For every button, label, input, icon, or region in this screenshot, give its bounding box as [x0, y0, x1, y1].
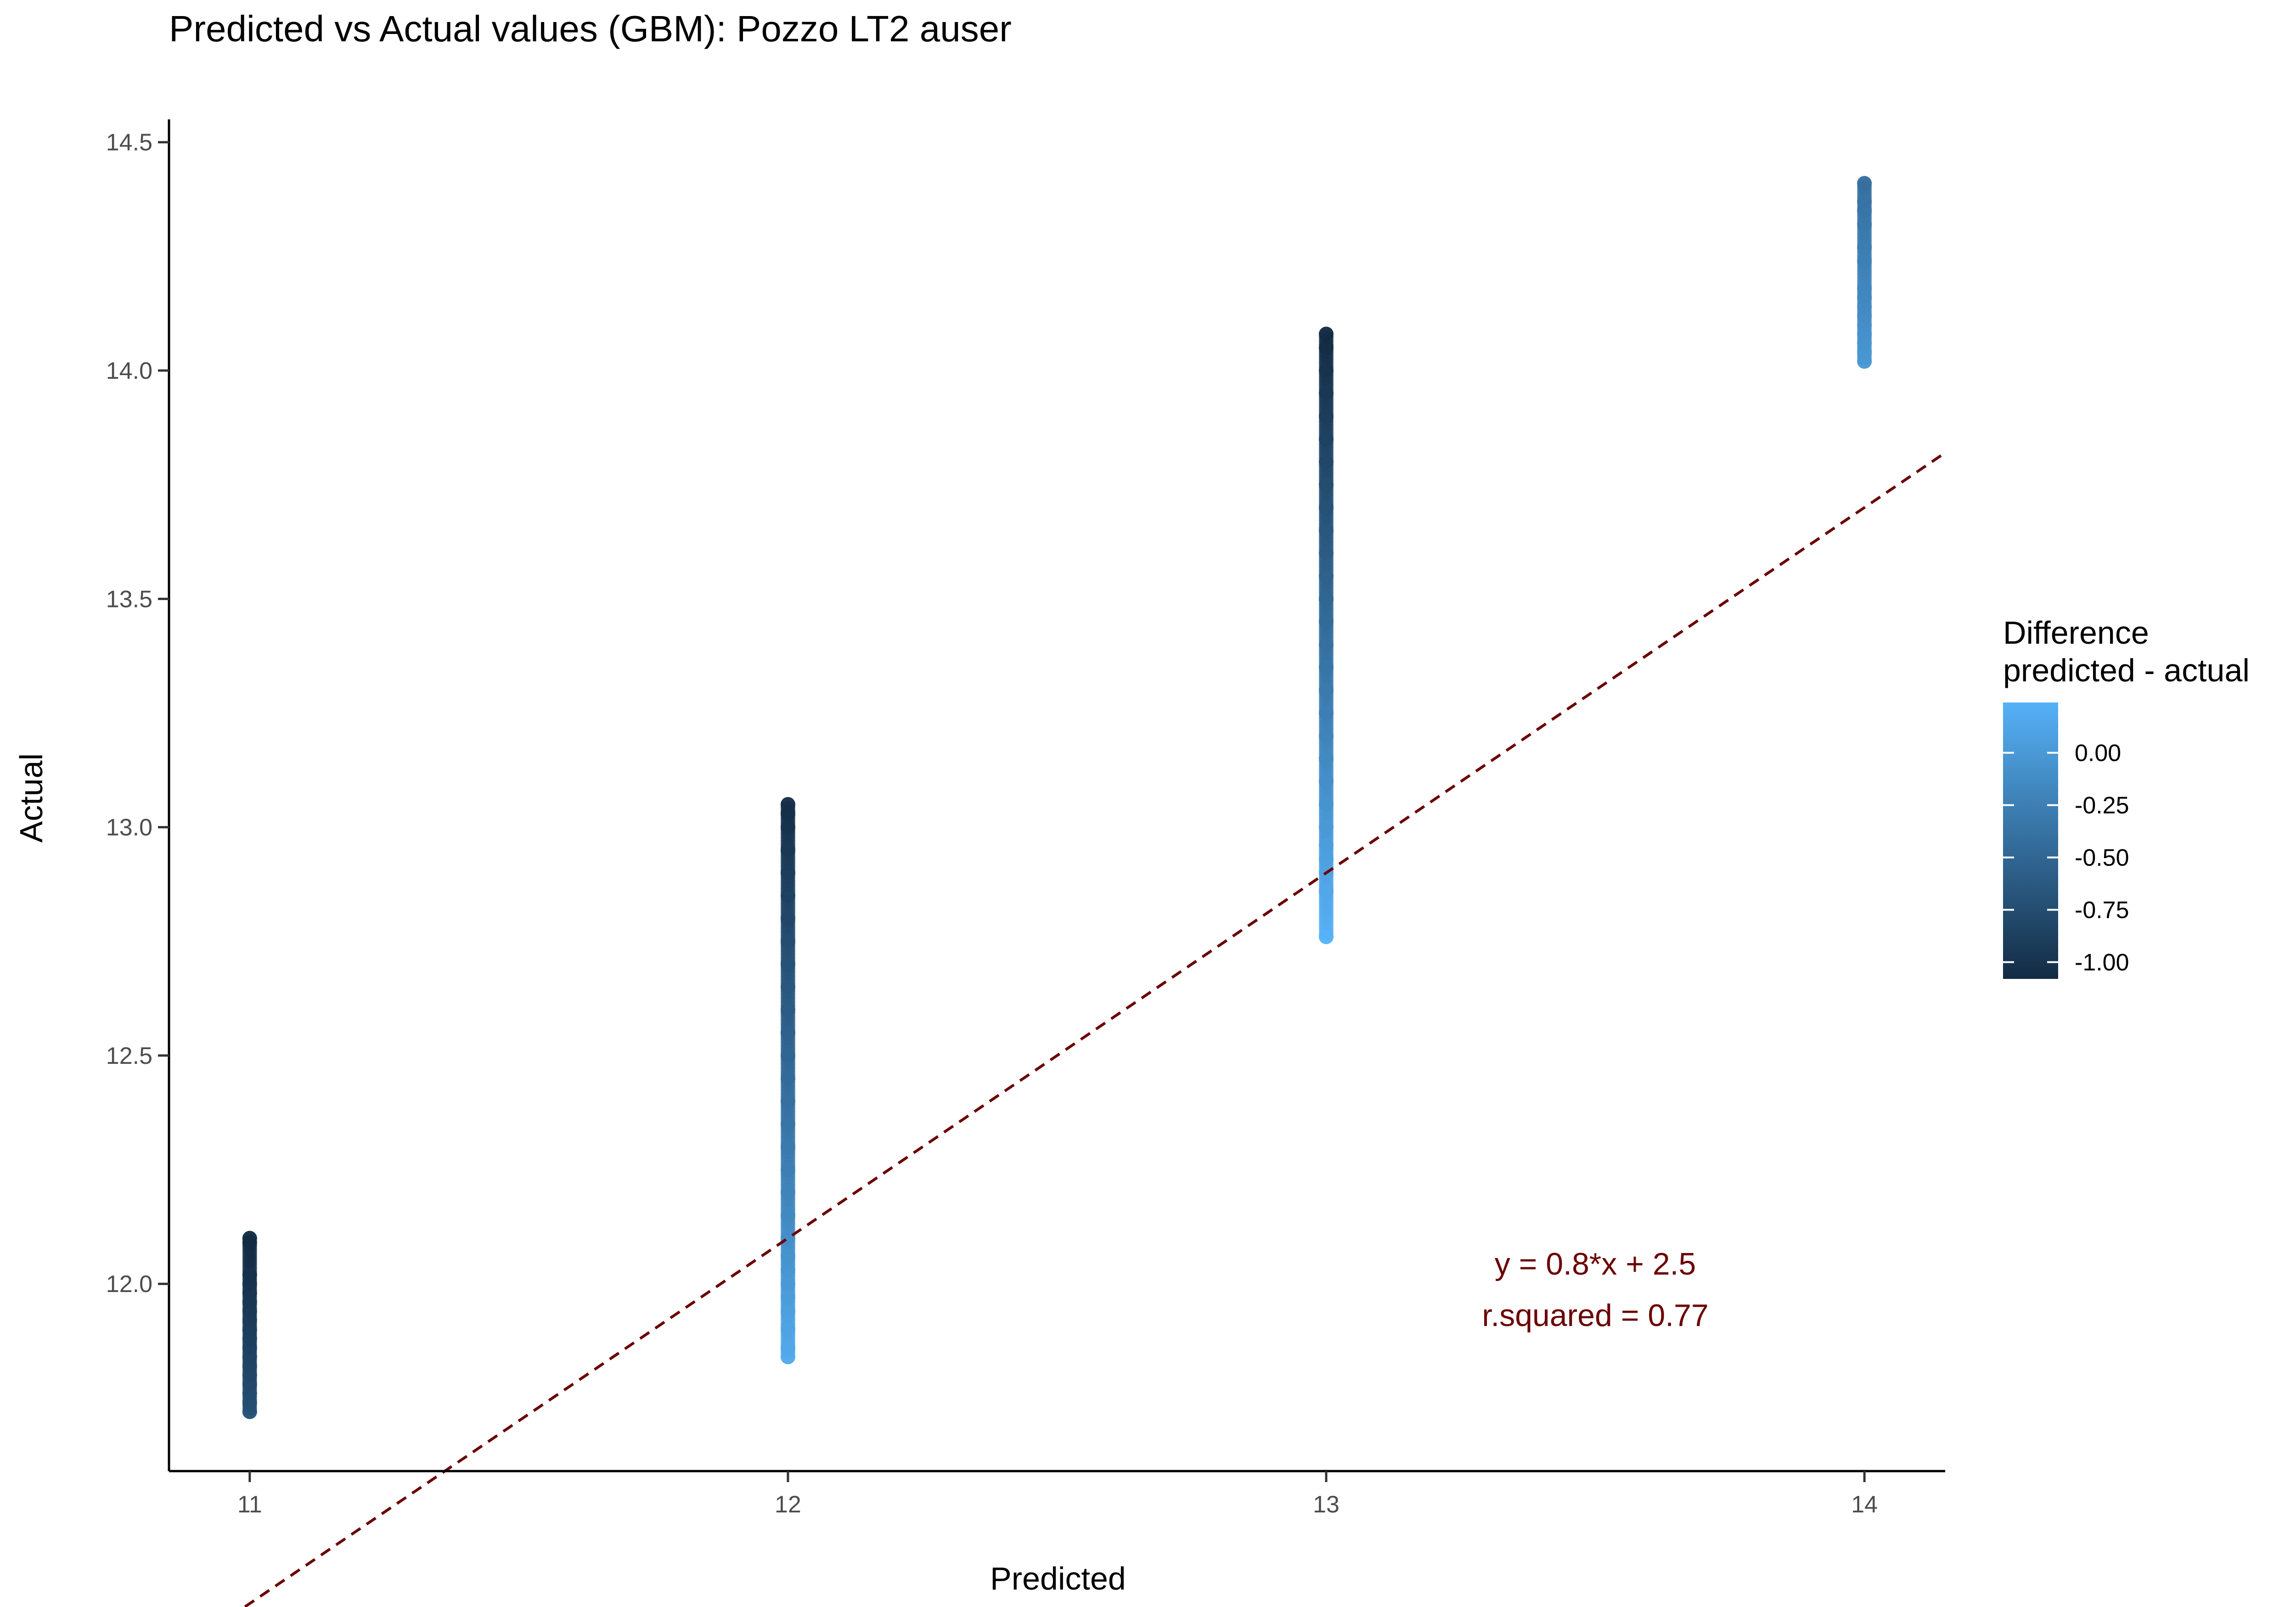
data-point	[780, 1322, 795, 1337]
legend-tick-label: -1.00	[2075, 950, 2129, 976]
data-point	[780, 1276, 795, 1292]
data-point	[780, 865, 795, 881]
data-point	[1857, 240, 1872, 255]
data-point	[1319, 883, 1334, 899]
data-point	[780, 1304, 795, 1319]
regression-annotation: y = 0.8*x + 2.5 r.squared = 0.77	[1482, 1247, 1708, 1333]
data-point	[780, 1094, 795, 1109]
data-point	[1319, 660, 1334, 675]
data-point	[1857, 253, 1872, 269]
data-point	[1319, 409, 1334, 424]
data-point	[780, 797, 795, 812]
data-point	[780, 911, 795, 926]
legend-tick-label: -0.25	[2075, 792, 2129, 819]
fit-line-group	[242, 451, 1946, 1607]
data-point	[242, 1267, 257, 1282]
data-point	[1319, 838, 1334, 853]
data-point	[1319, 545, 1334, 561]
data-point	[1319, 614, 1334, 629]
data-point	[780, 1071, 795, 1086]
fit-line	[242, 451, 1946, 1607]
data-point	[1319, 326, 1334, 342]
data-point	[1319, 683, 1334, 698]
data-point	[1319, 820, 1334, 835]
data-point	[780, 1002, 795, 1017]
data-point	[780, 1208, 795, 1223]
data-point	[1319, 454, 1334, 469]
y-tick-label: 14.0	[106, 358, 152, 384]
data-point	[242, 1231, 257, 1246]
axes: 11 12 13 14 12.0 12.5 13.0 13.5 14.0 14.5	[106, 119, 1945, 1518]
data-point	[780, 1249, 795, 1264]
data-point	[780, 1048, 795, 1063]
data-point	[780, 957, 795, 972]
data-point	[780, 979, 795, 995]
data-point	[780, 1185, 795, 1200]
data-point	[1319, 797, 1334, 812]
data-points	[242, 176, 1872, 1419]
data-point	[1319, 340, 1334, 355]
data-point	[1319, 363, 1334, 378]
legend-tick-label: 0.00	[2075, 740, 2121, 766]
data-point	[1319, 591, 1334, 607]
data-point	[780, 1162, 795, 1177]
data-point	[1319, 929, 1334, 944]
x-tick-label: 14	[1851, 1491, 1878, 1518]
chart-title: Predicted vs Actual values (GBM): Pozzo …	[169, 8, 1012, 49]
data-point	[1319, 852, 1334, 867]
x-tick-label: 13	[1313, 1491, 1339, 1518]
data-point	[780, 1290, 795, 1305]
x-tick-label: 12	[775, 1491, 801, 1518]
legend-title-line: predicted - actual	[2003, 652, 2250, 688]
data-point	[780, 1340, 795, 1355]
y-tick-label: 12.5	[106, 1043, 152, 1069]
data-point	[1319, 432, 1334, 447]
data-point	[780, 820, 795, 835]
data-point	[780, 1139, 795, 1154]
data-point	[1319, 477, 1334, 492]
data-point	[780, 843, 795, 858]
data-point	[1319, 728, 1334, 743]
data-point	[1319, 500, 1334, 515]
data-point	[1857, 281, 1872, 296]
data-point	[780, 1117, 795, 1132]
y-tick-label: 12.0	[106, 1271, 152, 1298]
y-tick-label: 13.5	[106, 586, 152, 612]
legend-colorbar	[2003, 702, 2058, 979]
x-axis-label: Predicted	[990, 1561, 1126, 1596]
data-point	[780, 1025, 795, 1040]
data-point	[1319, 705, 1334, 720]
data-point	[1857, 176, 1872, 191]
data-point	[1319, 774, 1334, 789]
data-point	[1319, 523, 1334, 538]
annotation-line: r.squared = 0.77	[1482, 1298, 1708, 1333]
legend-tick-label: -0.50	[2075, 844, 2129, 871]
annotation-line: y = 0.8*x + 2.5	[1495, 1247, 1696, 1281]
data-point	[1857, 217, 1872, 232]
y-axis-label: Actual	[13, 753, 49, 843]
data-point	[780, 934, 795, 949]
legend-tick-label: -0.75	[2075, 897, 2129, 924]
y-tick-label: 13.0	[106, 815, 152, 841]
data-point	[780, 888, 795, 903]
data-point	[1319, 568, 1334, 584]
x-tick-label: 11	[237, 1491, 262, 1518]
data-point	[1319, 386, 1334, 401]
legend-title-line: Difference	[2003, 615, 2149, 651]
y-tick-label: 14.5	[106, 129, 152, 156]
data-point	[1319, 637, 1334, 652]
data-point	[780, 1263, 795, 1278]
data-point	[1319, 751, 1334, 766]
data-point	[1857, 194, 1872, 209]
